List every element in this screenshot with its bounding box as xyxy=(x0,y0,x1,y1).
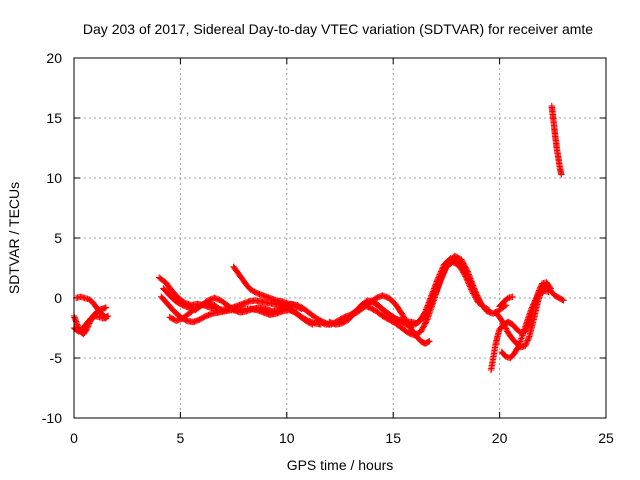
x-axis-label: GPS time / hours xyxy=(287,457,394,473)
y-tick-label: 15 xyxy=(46,110,62,126)
data-point xyxy=(425,338,432,345)
series-trace-7 xyxy=(166,299,225,324)
series-trace-16 xyxy=(496,293,516,310)
data-point xyxy=(428,299,435,307)
data-point xyxy=(442,266,449,273)
data-point xyxy=(443,263,450,270)
data-point xyxy=(502,324,509,331)
series-trace-3 xyxy=(72,293,110,322)
data-point xyxy=(560,297,567,304)
data-point xyxy=(523,340,530,347)
data-point xyxy=(475,296,483,304)
data-point xyxy=(430,295,437,303)
data-point xyxy=(524,337,531,344)
data-point xyxy=(530,301,537,308)
data-point xyxy=(528,304,536,311)
data-point xyxy=(474,293,482,301)
y-tick-label: -5 xyxy=(50,350,63,366)
y-tick-label: -10 xyxy=(42,410,62,426)
series-trace-12 xyxy=(368,252,510,327)
data-point xyxy=(509,293,516,300)
x-tick-label: 15 xyxy=(385,430,401,446)
data-point xyxy=(440,268,448,276)
x-tick-label: 0 xyxy=(70,430,78,446)
data-point xyxy=(102,304,110,311)
data-point xyxy=(73,321,81,328)
x-tick-label: 10 xyxy=(279,430,295,446)
data-point xyxy=(545,288,552,296)
data-point xyxy=(298,305,305,312)
series-trace-15 xyxy=(498,287,552,362)
data-point xyxy=(528,305,535,312)
data-point xyxy=(502,325,510,332)
y-tick-label: 10 xyxy=(46,170,62,186)
data-point xyxy=(439,271,446,279)
data-point xyxy=(438,273,446,280)
y-tick-label: 20 xyxy=(46,50,62,66)
data-point xyxy=(522,341,529,348)
data-point xyxy=(523,338,531,346)
data-point xyxy=(524,335,532,343)
data-point xyxy=(426,305,433,312)
data-point xyxy=(471,286,478,294)
data-point xyxy=(217,306,225,314)
data-point xyxy=(444,261,451,269)
data-point xyxy=(429,298,436,305)
data-point xyxy=(431,292,438,300)
data-point xyxy=(501,322,508,329)
data-point xyxy=(530,300,538,307)
x-tick-label: 5 xyxy=(177,430,185,446)
data-point xyxy=(431,291,439,298)
y-tick-label: 0 xyxy=(54,290,62,306)
data-point xyxy=(500,321,508,328)
data-point xyxy=(531,298,538,306)
series-trace-8 xyxy=(230,263,305,312)
chart-title: Day 203 of 2017, Sidereal Day-to-day VTE… xyxy=(83,21,593,37)
data-point xyxy=(525,334,532,341)
data-point xyxy=(558,171,565,178)
data-point xyxy=(74,322,82,330)
data-point xyxy=(440,270,447,277)
series-trace-17 xyxy=(548,102,565,178)
data-point xyxy=(463,267,471,274)
data-point xyxy=(472,288,479,295)
data-point xyxy=(427,302,434,310)
plot-frame xyxy=(73,57,607,419)
x-tick-label: 20 xyxy=(492,430,508,446)
y-tick-label: 5 xyxy=(54,230,62,246)
data-point xyxy=(473,290,480,298)
data-point xyxy=(470,285,478,292)
data-point xyxy=(475,295,482,302)
data-point xyxy=(472,289,480,296)
data-point xyxy=(514,344,522,351)
data-point xyxy=(559,296,566,303)
data-point xyxy=(529,302,536,310)
data-point xyxy=(426,304,434,311)
data-point xyxy=(441,267,448,274)
data-points xyxy=(70,102,567,374)
y-axis-label: SDTVAR / TECUs xyxy=(6,182,22,294)
data-point xyxy=(102,315,110,322)
data-point xyxy=(461,271,468,279)
data-point xyxy=(521,342,529,350)
data-point xyxy=(503,326,510,334)
data-point xyxy=(216,305,223,313)
data-point xyxy=(442,264,450,271)
data-point xyxy=(474,292,481,299)
axis-ticks: 0 5 10 15 20 25 -10 -5 0 5 10 15 20 xyxy=(42,50,614,446)
grid xyxy=(74,58,606,418)
data-point xyxy=(426,338,433,345)
data-point xyxy=(430,294,438,301)
data-point xyxy=(320,320,328,327)
data-point xyxy=(101,314,109,321)
data-point xyxy=(429,297,437,304)
data-point xyxy=(423,317,430,325)
data-point xyxy=(427,301,435,308)
x-tick-label: 25 xyxy=(598,430,614,446)
